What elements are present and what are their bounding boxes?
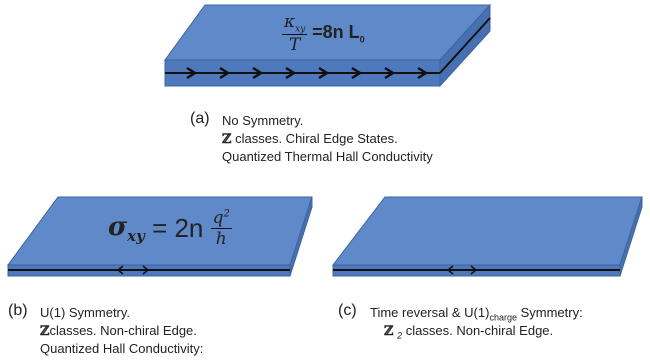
equals: = 2n — [145, 213, 204, 243]
caption-line: ℤ classes. Chiral Edge States. — [222, 131, 398, 147]
fraction: q2 h — [211, 208, 232, 249]
text: Symmetry: — [517, 305, 583, 320]
symbol: q — [213, 208, 224, 228]
caption-line: No Symmetry. — [222, 113, 303, 128]
symbol: ℤ — [384, 324, 394, 339]
caption-line: ℤ 2 classes. Non-chiral Edge. — [384, 323, 553, 341]
subscript: xy — [295, 24, 305, 34]
panel-label: (c) — [338, 302, 357, 320]
symbol: ℤ — [40, 324, 50, 339]
caption-line: Time reversal & U(1)charge Symmetry: — [370, 305, 583, 323]
symbol: κ — [284, 12, 295, 32]
superscript: 2 — [224, 208, 230, 219]
formula: κxy T =8n L0 — [282, 12, 365, 55]
symbol: σ — [108, 212, 127, 242]
figure: κxy T =8n L0 (a) No Symmetry. ℤ classes.… — [0, 0, 650, 362]
text: Time reversal & U(1) — [370, 305, 489, 320]
text: classes. Non-chiral Edge. — [402, 323, 553, 338]
symbol: ℤ — [222, 132, 232, 147]
equals: =8n L — [312, 22, 360, 42]
caption-line: Quantized Thermal Hall Conductivity — [222, 149, 433, 164]
rhs: =8n L0 — [312, 22, 365, 42]
subscript: xy — [127, 227, 145, 245]
denominator: T — [282, 35, 307, 55]
numerator: κxy — [282, 12, 307, 35]
numerator: q2 — [211, 208, 232, 229]
caption-line: Quantized Hall Conductivity: — [40, 341, 203, 356]
caption-line: U(1) Symmetry. — [40, 305, 130, 320]
subscript: 0 — [360, 35, 365, 45]
lhs: σxy — [108, 212, 145, 242]
text: classes. Non-chiral Edge. — [50, 323, 197, 338]
fraction: κxy T — [282, 12, 307, 55]
panel-label: (b) — [8, 302, 28, 320]
formula: σxy = 2n q2 h — [108, 208, 232, 249]
subscript: charge — [489, 313, 517, 323]
panel-label: (a) — [190, 110, 210, 128]
denominator: h — [211, 229, 232, 249]
slab-top — [333, 197, 642, 265]
text: classes. Chiral Edge States. — [232, 131, 398, 146]
caption-line: ℤclasses. Non-chiral Edge. — [40, 323, 197, 339]
